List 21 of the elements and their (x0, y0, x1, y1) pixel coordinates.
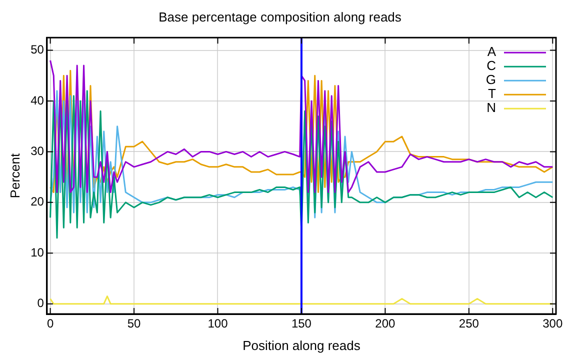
legend-label: A (487, 44, 496, 60)
y-axis-title: Percent (7, 153, 22, 198)
y-tick-label: 10 (30, 245, 44, 260)
legend-label: N (486, 100, 496, 116)
x-tick-label: 200 (375, 316, 396, 331)
y-tick-label: 20 (30, 194, 44, 209)
y-tick-label: 30 (30, 144, 44, 158)
x-tick-label: 50 (127, 316, 142, 331)
x-axis-title: Position along reads (242, 338, 361, 353)
y-tick-label: 40 (30, 93, 44, 108)
x-tick-label: 250 (458, 316, 480, 331)
x-tick-label: 0 (46, 316, 54, 331)
x-tick-label: 150 (291, 316, 312, 331)
x-tick-label: 100 (208, 316, 228, 331)
legend-label: G (486, 72, 496, 88)
legend-label: T (488, 86, 496, 102)
legend-label: C (486, 58, 496, 74)
x-tick-label: 300 (542, 316, 563, 331)
y-tick-label: 0 (37, 296, 44, 310)
y-tick-label: 50 (30, 42, 44, 57)
chart-title: Base percentage composition along reads (158, 9, 402, 24)
